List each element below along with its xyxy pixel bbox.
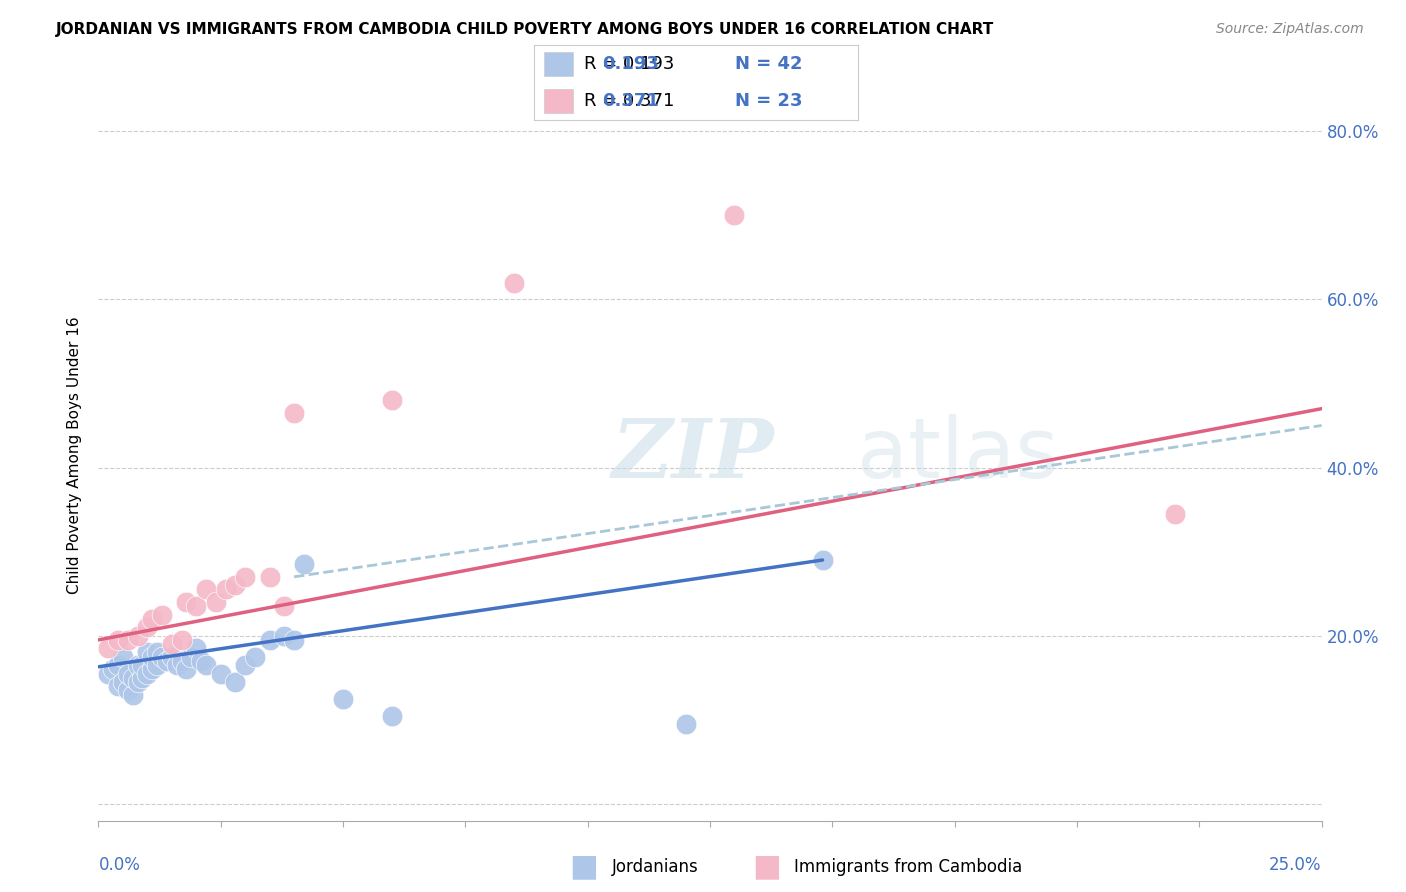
Point (723, 208, 745, 222)
Point (195, 582, 218, 597)
Point (273, 629, 295, 643)
Point (146, 658, 169, 673)
Point (146, 645, 169, 659)
Point (111, 674, 134, 689)
Point (292, 558, 315, 572)
Point (107, 658, 129, 673)
Point (243, 649, 266, 664)
Point (150, 607, 173, 622)
Point (160, 637, 183, 651)
Text: JORDANIAN VS IMMIGRANTS FROM CAMBODIA CHILD POVERTY AMONG BOYS UNDER 16 CORRELAT: JORDANIAN VS IMMIGRANTS FROM CAMBODIA CH… (56, 22, 994, 37)
Bar (544, 52, 574, 77)
Point (283, 406, 305, 420)
Point (283, 632, 305, 647)
Point (180, 649, 202, 664)
Y-axis label: Child Poverty Among Boys Under 16: Child Poverty Among Boys Under 16 (67, 316, 83, 594)
Point (259, 570, 281, 584)
Point (101, 662, 124, 676)
Point (121, 671, 143, 685)
Point (675, 717, 697, 731)
Point (150, 649, 173, 664)
Text: ■: ■ (752, 853, 780, 881)
Point (117, 632, 139, 647)
Text: ZIP: ZIP (612, 415, 775, 495)
Point (224, 578, 246, 592)
Point (214, 582, 236, 597)
Text: 0.0%: 0.0% (98, 856, 141, 874)
Point (259, 632, 281, 647)
Point (131, 671, 153, 685)
Point (107, 632, 129, 647)
Point (127, 629, 149, 643)
Point (97, 666, 120, 681)
Point (141, 612, 163, 626)
Text: 0.371: 0.371 (602, 92, 659, 110)
Point (1164, 507, 1187, 521)
Text: Source: ZipAtlas.com: Source: ZipAtlas.com (1216, 22, 1364, 37)
Point (209, 666, 232, 681)
Text: atlas: atlas (856, 415, 1059, 495)
Point (97, 641, 120, 656)
Point (141, 649, 163, 664)
Point (136, 645, 159, 659)
Point (273, 599, 295, 614)
Point (195, 658, 218, 673)
Point (170, 632, 193, 647)
Point (127, 658, 149, 673)
Text: R = 0.193: R = 0.193 (585, 55, 675, 73)
Point (503, 276, 526, 290)
Text: Jordanians: Jordanians (612, 858, 699, 876)
Point (111, 649, 134, 664)
Point (127, 674, 149, 689)
Point (117, 683, 139, 698)
Point (381, 708, 404, 723)
Bar (544, 88, 574, 112)
Text: 25.0%: 25.0% (1270, 856, 1322, 874)
Text: Immigrants from Cambodia: Immigrants from Cambodia (794, 858, 1022, 876)
Point (166, 658, 188, 673)
Point (141, 662, 163, 676)
Point (107, 679, 129, 693)
Text: N = 42: N = 42 (735, 55, 803, 73)
Point (136, 666, 159, 681)
Point (121, 688, 143, 702)
Point (156, 654, 179, 668)
Text: R = 0.371: R = 0.371 (585, 92, 675, 110)
Text: ■: ■ (569, 853, 598, 881)
Point (170, 654, 193, 668)
Point (117, 666, 139, 681)
Point (186, 641, 208, 656)
Point (190, 654, 212, 668)
Point (233, 658, 256, 673)
Point (131, 658, 153, 673)
Point (176, 662, 198, 676)
Point (136, 620, 159, 634)
Point (224, 674, 246, 689)
Point (811, 553, 834, 567)
Point (176, 595, 198, 609)
Point (332, 691, 354, 706)
Point (381, 393, 404, 408)
Point (205, 595, 228, 609)
Point (160, 649, 183, 664)
Text: 0.193: 0.193 (602, 55, 659, 73)
Point (186, 599, 208, 614)
Text: N = 23: N = 23 (735, 92, 803, 110)
Point (233, 570, 256, 584)
